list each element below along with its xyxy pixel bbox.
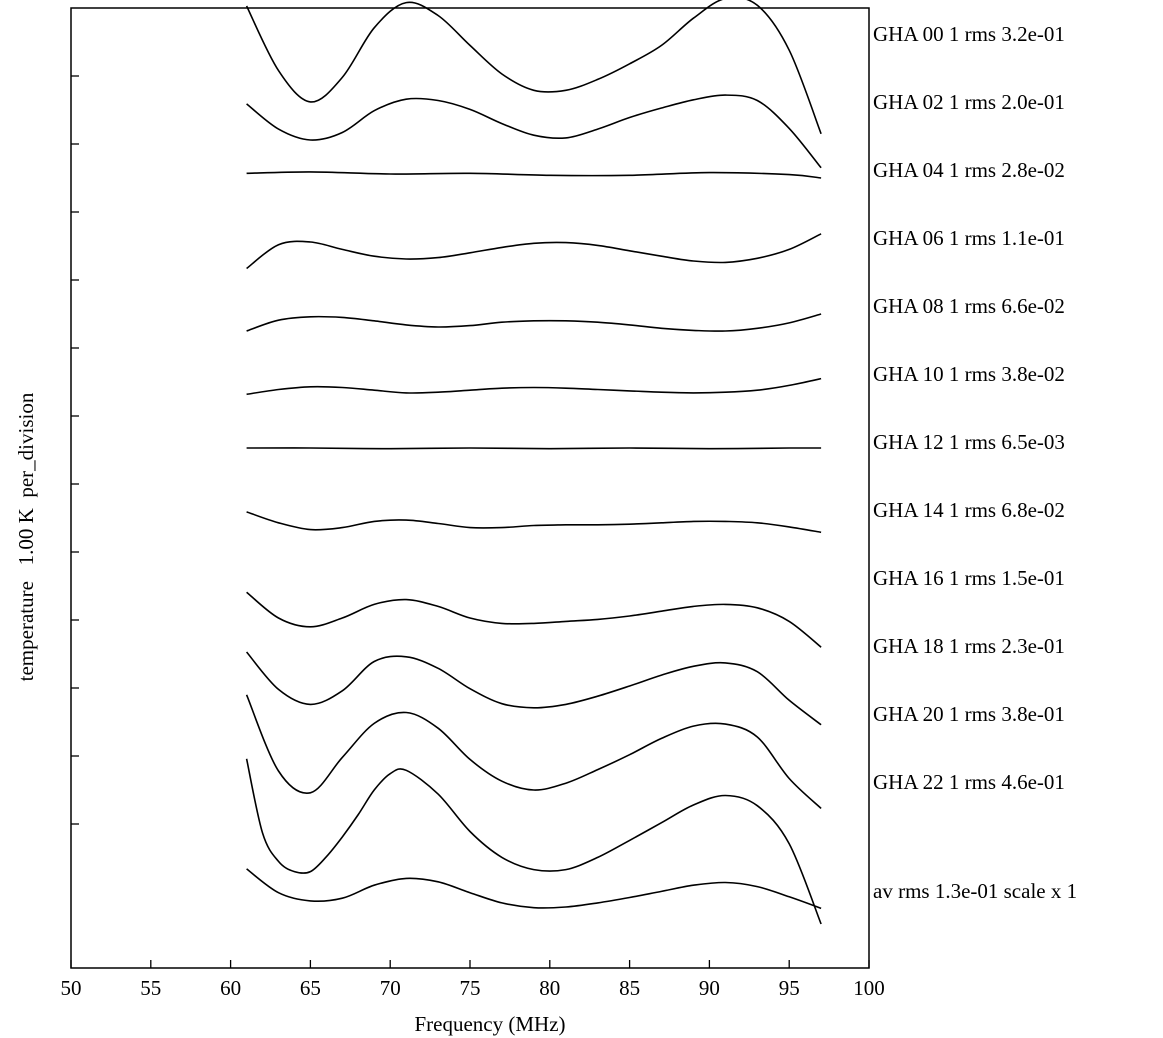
x-tick-marks: 50 55 60 65 70 75 80 85 90 95 100 bbox=[61, 960, 885, 1000]
series-line bbox=[246, 233, 822, 270]
x-tick-label: 55 bbox=[140, 976, 161, 1000]
plot-frame bbox=[70, 7, 870, 969]
series-label: GHA 00 1 rms 3.2e-01 bbox=[873, 22, 1065, 46]
y-axis-title: temperature 1.00 K per_division bbox=[14, 392, 38, 681]
x-tick-label: 95 bbox=[779, 976, 800, 1000]
series-line bbox=[246, 868, 822, 910]
series-label: GHA 08 1 rms 6.6e-02 bbox=[873, 294, 1065, 318]
series-line bbox=[245, 651, 822, 726]
series-line bbox=[246, 591, 822, 648]
series-line bbox=[246, 171, 822, 179]
series-label: GHA 22 1 rms 4.6e-01 bbox=[873, 770, 1065, 794]
series-label: GHA 04 1 rms 2.8e-02 bbox=[873, 158, 1065, 182]
series-label: GHA 02 1 rms 2.0e-01 bbox=[873, 90, 1065, 114]
x-tick-label: 75 bbox=[460, 976, 481, 1000]
x-tick-label: 80 bbox=[539, 976, 560, 1000]
series-label: GHA 14 1 rms 6.8e-02 bbox=[873, 498, 1065, 522]
series-label: av rms 1.3e-01 scale x 1 bbox=[873, 879, 1077, 903]
series-line bbox=[246, 511, 822, 534]
series-label: GHA 12 1 rms 6.5e-03 bbox=[873, 430, 1065, 454]
series-line bbox=[246, 94, 822, 169]
series-line bbox=[246, 377, 822, 396]
x-tick-label: 60 bbox=[220, 976, 241, 1000]
series-line bbox=[245, 694, 822, 809]
series-label: GHA 16 1 rms 1.5e-01 bbox=[873, 566, 1065, 590]
series-label: GHA 18 1 rms 2.3e-01 bbox=[873, 634, 1065, 658]
x-tick-label: 90 bbox=[699, 976, 720, 1000]
x-tick-label: 70 bbox=[380, 976, 401, 1000]
x-tick-label: 65 bbox=[300, 976, 321, 1000]
series-line bbox=[245, 0, 822, 135]
series-label: GHA 06 1 rms 1.1e-01 bbox=[873, 226, 1065, 250]
y-tick-marks bbox=[71, 75, 79, 825]
series-line bbox=[246, 447, 822, 450]
series-label: GHA 20 1 rms 3.8e-01 bbox=[873, 702, 1065, 726]
series-label: GHA 10 1 rms 3.8e-02 bbox=[873, 362, 1065, 386]
series-line bbox=[245, 758, 822, 925]
x-axis-title: Frequency (MHz) bbox=[414, 1012, 565, 1036]
x-tick-label: 100 bbox=[853, 976, 885, 1000]
x-tick-label: 85 bbox=[619, 976, 640, 1000]
series-line bbox=[246, 313, 822, 332]
series-labels: GHA 00 1 rms 3.2e-01 GHA 02 1 rms 2.0e-01… bbox=[873, 22, 1077, 903]
x-tick-label: 50 bbox=[61, 976, 82, 1000]
series-traces bbox=[245, 0, 822, 925]
